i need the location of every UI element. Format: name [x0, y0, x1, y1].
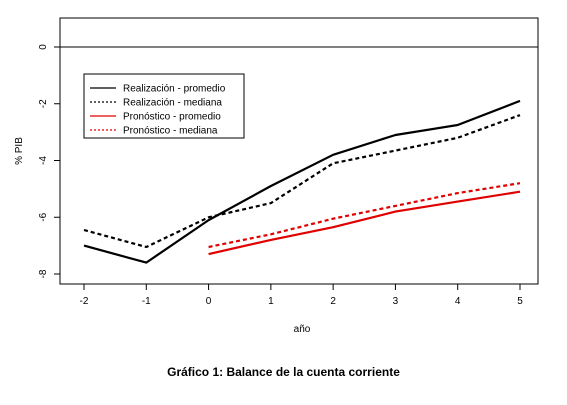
y-tick-label: -2 — [38, 99, 49, 108]
axis-ticks: -2 -1 0 1 2 3 4 5 0 -2 -4 -6 -8 — [38, 44, 523, 307]
legend-box — [83, 73, 245, 139]
y-tick-label: -8 — [38, 269, 49, 278]
series-line-2 — [83, 114, 521, 249]
series-layer — [83, 99, 521, 264]
legend-label-1: Realización - promedio — [123, 84, 226, 95]
legend-label-4: Pronóstico - mediana — [123, 126, 218, 137]
x-tick-label: 2 — [330, 296, 336, 307]
x-axis-label: año — [294, 324, 311, 335]
y-axis-label: % PIB — [14, 137, 25, 165]
legend-label-3: Pronóstico - promedio — [123, 112, 221, 123]
x-tick-label: 0 — [206, 296, 212, 307]
series-line-3 — [208, 190, 521, 256]
figure-caption: Gráfico 1: Balance de la cuenta corrient… — [167, 365, 400, 379]
series-line-4 — [208, 182, 521, 249]
x-tick-label: 5 — [517, 296, 523, 307]
y-tick-label: -6 — [38, 212, 49, 221]
line-chart: -2 -1 0 1 2 3 4 5 0 -2 -4 -6 -8 año % PIB Realizació… — [14, 17, 539, 335]
legend: Realización - promedio Realización - medi… — [83, 73, 245, 139]
x-tick-label: 3 — [393, 296, 399, 307]
x-tick-label: -2 — [80, 296, 89, 307]
x-tick-label: 1 — [268, 296, 274, 307]
x-tick-label: 4 — [455, 296, 461, 307]
y-tick-label: 0 — [38, 44, 49, 50]
y-tick-label: -4 — [38, 156, 49, 165]
series-line-1 — [83, 99, 521, 264]
legend-label-2: Realización - mediana — [123, 98, 222, 109]
x-tick-label: -1 — [142, 296, 151, 307]
plot-frame — [59, 17, 539, 285]
